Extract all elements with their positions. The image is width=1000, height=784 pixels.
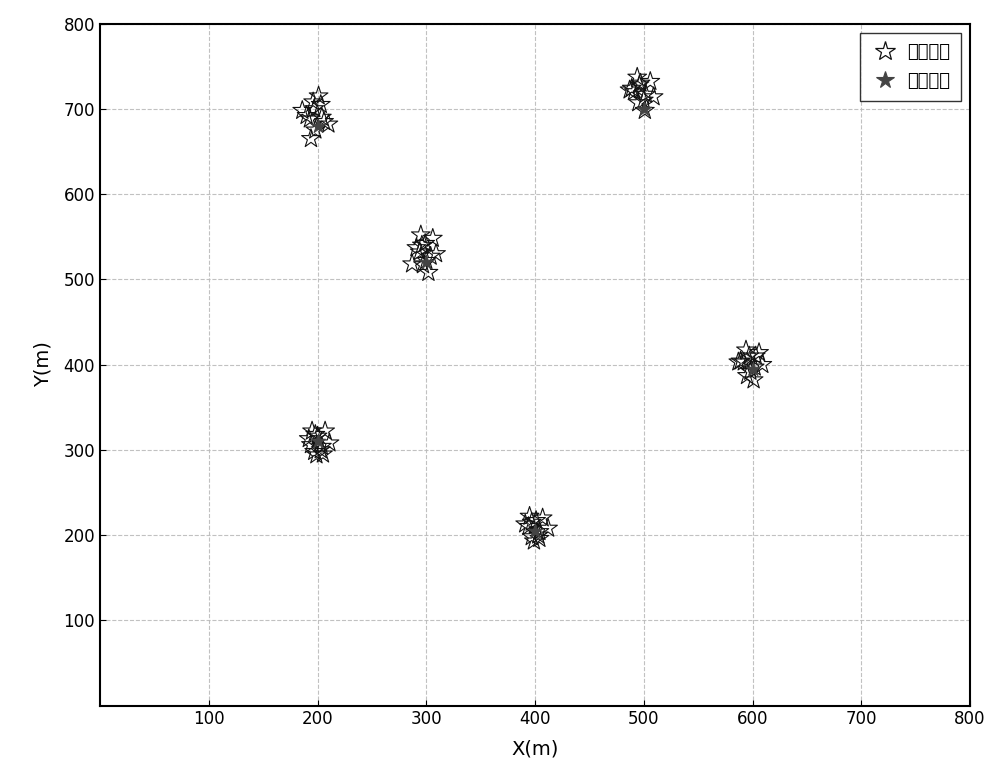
Point: [310, 430, 326, 442]
Point: [522, 510, 538, 523]
Point: [520, 521, 536, 533]
Point: [642, 75, 658, 88]
Point: [636, 103, 652, 115]
Point: [531, 532, 547, 545]
Point: [746, 374, 762, 387]
X-axis label: X(m): X(m): [511, 739, 559, 759]
Point: [637, 104, 653, 117]
Point: [308, 448, 324, 461]
Point: [622, 84, 638, 96]
Point: [414, 239, 430, 252]
Point: [540, 522, 556, 535]
Legend: 估计位置, 真实位置: 估计位置, 真实位置: [860, 33, 961, 101]
Point: [412, 245, 428, 258]
Point: [321, 437, 337, 449]
Point: [741, 350, 757, 362]
Point: [428, 248, 444, 260]
Point: [638, 88, 654, 100]
Point: [629, 71, 645, 84]
Point: [636, 94, 652, 107]
Point: [646, 91, 662, 103]
Point: [517, 517, 533, 530]
Point: [320, 118, 336, 130]
Point: [624, 82, 640, 95]
Point: [404, 258, 420, 270]
Point: [425, 232, 441, 245]
Point: [302, 113, 318, 125]
Point: [307, 124, 323, 136]
Point: [739, 369, 755, 382]
Point: [413, 229, 429, 241]
Point: [524, 516, 540, 528]
Point: [632, 77, 648, 89]
Point: [310, 435, 326, 448]
Point: [301, 433, 317, 445]
Point: [751, 347, 767, 359]
Point: [420, 267, 436, 279]
Point: [303, 438, 319, 451]
Point: [314, 111, 330, 124]
Point: [317, 425, 333, 437]
Point: [316, 115, 332, 128]
Point: [630, 96, 646, 109]
Point: [306, 103, 322, 115]
Point: [418, 254, 434, 267]
Point: [527, 524, 543, 537]
Point: [754, 358, 770, 371]
Point: [313, 98, 329, 111]
Point: [314, 440, 330, 452]
Point: [423, 250, 439, 263]
Point: [306, 445, 322, 458]
Point: [418, 256, 434, 269]
Point: [313, 444, 329, 456]
Point: [294, 104, 310, 117]
Point: [526, 535, 542, 547]
Point: [524, 531, 540, 543]
Point: [631, 78, 647, 91]
Point: [535, 512, 551, 524]
Point: [417, 238, 433, 250]
Y-axis label: Y(m): Y(m): [33, 342, 52, 387]
Point: [733, 355, 749, 368]
Point: [530, 529, 546, 542]
Point: [315, 448, 331, 460]
Point: [303, 132, 319, 145]
Point: [745, 362, 761, 375]
Point: [626, 85, 642, 98]
Point: [304, 425, 320, 437]
Point: [311, 89, 327, 102]
Point: [305, 96, 321, 108]
Point: [748, 350, 764, 362]
Point: [738, 344, 754, 357]
Point: [730, 356, 746, 368]
Point: [307, 428, 323, 441]
Point: [408, 241, 424, 254]
Point: [736, 356, 752, 368]
Point: [531, 525, 547, 538]
Point: [299, 109, 315, 122]
Point: [310, 120, 326, 132]
Point: [528, 514, 544, 527]
Point: [742, 365, 758, 378]
Point: [415, 259, 431, 271]
Point: [747, 361, 763, 373]
